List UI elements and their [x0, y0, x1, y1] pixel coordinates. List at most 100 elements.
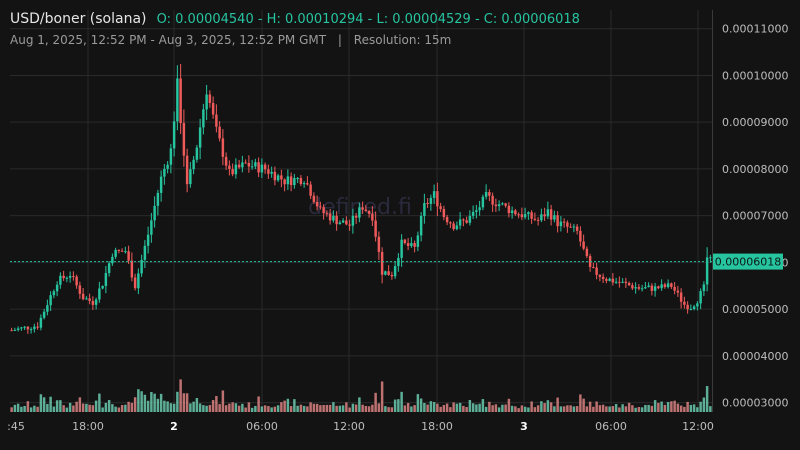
volume-bar	[231, 402, 234, 412]
candle-body	[13, 329, 17, 331]
candle-body	[205, 94, 208, 110]
volume-bar	[299, 404, 303, 412]
candle-body	[488, 192, 491, 196]
volume-bar	[302, 405, 306, 412]
candle-body	[705, 257, 709, 285]
candle-body	[52, 291, 56, 296]
candle-body	[280, 175, 283, 180]
volume-bar	[345, 402, 348, 412]
volume-bar	[439, 406, 442, 412]
candle-body	[559, 221, 563, 227]
volume-bar	[523, 406, 527, 412]
volume-bar	[514, 406, 517, 412]
volume-bar	[517, 408, 520, 412]
candle-body	[657, 286, 660, 289]
volume-bar	[85, 403, 88, 412]
candle-body	[429, 197, 433, 205]
candle-body	[195, 147, 199, 160]
candle-body	[107, 263, 111, 274]
volume-bar	[234, 403, 238, 412]
candle-body	[566, 222, 569, 227]
candle-body	[439, 206, 442, 209]
candle-body	[562, 221, 566, 223]
volume-bar	[202, 405, 205, 412]
candle-body	[143, 245, 147, 260]
y-tick-label: 0.00007000	[722, 210, 788, 223]
candle-body	[683, 301, 686, 305]
candle-body	[133, 277, 137, 289]
volume-bar	[111, 404, 114, 412]
volume-bar	[338, 405, 342, 412]
volume-bar	[328, 404, 332, 412]
x-tick-label: 06:00	[595, 420, 627, 433]
time-axis[interactable]: :45 18:00 2 06:00 12:00 18:00 3 06:00 12:00	[7, 420, 714, 433]
candle-body	[72, 275, 75, 277]
candle-body	[10, 330, 13, 332]
candle-body	[517, 214, 520, 216]
candle-body	[523, 214, 527, 218]
candle-body	[23, 326, 26, 328]
volume-bar	[592, 406, 595, 412]
volume-bar	[488, 401, 491, 412]
volume-bar	[189, 403, 192, 412]
volume-bar	[465, 406, 468, 412]
candle-body	[354, 215, 358, 218]
candle-body	[241, 162, 244, 168]
volume-bar	[55, 400, 59, 412]
candle-body	[182, 123, 186, 156]
candle-body	[114, 249, 117, 257]
candle-body	[699, 291, 702, 304]
volume-bar	[471, 403, 475, 412]
candle-body	[449, 222, 452, 224]
volume-bar	[332, 402, 335, 412]
candle-body	[452, 223, 455, 230]
volume-bar	[39, 394, 43, 412]
candle-body	[231, 168, 234, 175]
candle-body	[296, 178, 299, 180]
candle-body	[533, 218, 537, 220]
x-tick-label: 12:00	[333, 420, 365, 433]
volume-bar	[176, 391, 179, 412]
candle-body	[215, 114, 218, 127]
volume-bar	[686, 401, 689, 412]
volume-bar	[322, 404, 325, 412]
volume-bar	[562, 406, 566, 412]
volume-bar	[377, 403, 381, 412]
candle-body	[49, 295, 52, 306]
volume-bar	[481, 399, 485, 412]
volume-bar	[65, 407, 69, 412]
volume-bar	[163, 400, 166, 412]
candle-body	[514, 210, 517, 215]
volume-bar	[413, 405, 416, 412]
candle-body	[293, 178, 296, 186]
candle-body	[494, 204, 498, 207]
price-axis[interactable]: 0.00011000 0.00010000 0.00009000 0.00008000…	[722, 23, 788, 410]
candle-body	[640, 288, 644, 290]
volume-bar	[429, 401, 433, 412]
volume-bar	[709, 406, 712, 412]
volume-bar	[335, 405, 338, 412]
volume-bar	[49, 396, 52, 412]
volume-bar	[631, 405, 634, 412]
volume-bar	[423, 402, 426, 412]
volume-bar	[325, 404, 329, 412]
candle-body	[338, 222, 342, 225]
candle-body	[120, 250, 124, 252]
candles	[10, 63, 712, 334]
candle-body	[660, 284, 663, 289]
candle-body	[289, 176, 293, 186]
candle-body	[601, 276, 605, 279]
volume-bar	[634, 407, 637, 412]
volume-bar	[36, 406, 39, 412]
candle-body	[124, 251, 127, 253]
candle-body	[598, 274, 602, 277]
candle-body	[276, 175, 280, 181]
volume-bar	[501, 404, 504, 412]
volume-bar	[273, 406, 277, 412]
candle-body	[198, 127, 202, 148]
candle-body	[267, 169, 270, 174]
candle-body	[224, 156, 228, 166]
candle-body	[328, 213, 332, 221]
candle-body	[163, 168, 166, 177]
